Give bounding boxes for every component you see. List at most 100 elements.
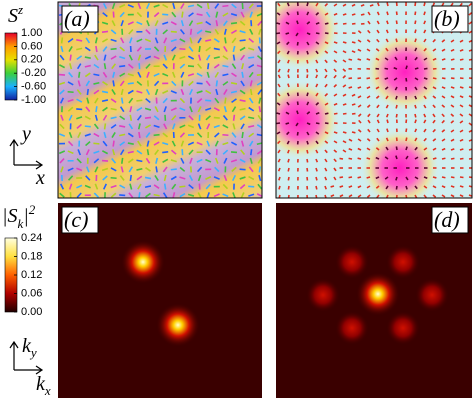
spin bbox=[441, 86, 446, 90]
spin bbox=[59, 54, 65, 61]
spin bbox=[459, 138, 464, 142]
peak bbox=[121, 240, 165, 284]
spin bbox=[69, 63, 73, 70]
spin bbox=[450, 48, 455, 52]
spin bbox=[333, 93, 338, 97]
spin bbox=[257, 114, 262, 121]
spin bbox=[162, 141, 169, 146]
spin bbox=[423, 147, 428, 151]
spin bbox=[357, 58, 362, 61]
symbol: k bbox=[36, 373, 46, 395]
spin bbox=[181, 11, 184, 18]
colorbar-tick-label: -0.20 bbox=[21, 67, 46, 79]
spin bbox=[179, 166, 186, 172]
spin bbox=[196, 29, 203, 35]
spin bbox=[232, 192, 236, 198]
spin bbox=[441, 147, 446, 151]
spin bbox=[306, 21, 311, 25]
spin bbox=[94, 114, 98, 121]
spin bbox=[248, 193, 255, 197]
spin bbox=[162, 3, 169, 9]
spin bbox=[276, 22, 281, 25]
spin bbox=[277, 140, 281, 145]
spin bbox=[76, 116, 83, 120]
spin bbox=[357, 86, 362, 89]
spin bbox=[213, 124, 220, 129]
spin bbox=[423, 95, 427, 100]
spin bbox=[241, 140, 245, 147]
spin bbox=[376, 119, 380, 124]
spin bbox=[277, 74, 281, 79]
spin bbox=[432, 77, 437, 80]
spin bbox=[188, 115, 194, 121]
spin bbox=[248, 47, 255, 51]
spin bbox=[58, 81, 66, 86]
spin bbox=[128, 166, 134, 173]
spin bbox=[101, 30, 109, 33]
spin bbox=[342, 149, 347, 153]
spin bbox=[119, 11, 125, 18]
spin bbox=[231, 72, 237, 78]
spin bbox=[127, 158, 134, 164]
spin bbox=[76, 89, 82, 95]
spin bbox=[296, 20, 299, 25]
spin bbox=[468, 113, 472, 117]
spin bbox=[94, 166, 99, 173]
spin bbox=[146, 140, 150, 147]
spin bbox=[295, 122, 299, 127]
spin bbox=[136, 175, 143, 181]
spin bbox=[423, 86, 428, 90]
spin bbox=[128, 123, 134, 130]
spin bbox=[76, 108, 83, 111]
spin bbox=[137, 183, 142, 190]
spin bbox=[248, 3, 254, 9]
spin bbox=[170, 21, 177, 26]
spin bbox=[179, 47, 186, 51]
panel-a bbox=[58, 2, 262, 198]
spin bbox=[393, 67, 398, 70]
superscript: 2 bbox=[29, 202, 36, 217]
peak bbox=[156, 303, 200, 347]
spin bbox=[214, 71, 220, 78]
spin bbox=[239, 30, 246, 34]
spin bbox=[171, 115, 177, 121]
spin bbox=[357, 48, 362, 52]
spin bbox=[111, 157, 117, 164]
spin bbox=[145, 88, 151, 96]
spin bbox=[432, 86, 437, 90]
spin bbox=[137, 2, 142, 10]
spin bbox=[101, 167, 109, 172]
spin bbox=[333, 74, 337, 79]
spin bbox=[248, 106, 255, 112]
spin bbox=[395, 146, 398, 151]
spin bbox=[405, 65, 408, 70]
spin bbox=[450, 176, 455, 179]
spin bbox=[414, 128, 418, 133]
spin bbox=[119, 133, 126, 137]
spin bbox=[277, 59, 281, 64]
panel-c bbox=[58, 203, 262, 398]
spin bbox=[324, 22, 329, 25]
spin bbox=[386, 128, 389, 133]
spin bbox=[145, 192, 151, 198]
spin bbox=[222, 183, 229, 190]
spin bbox=[120, 97, 124, 104]
spin bbox=[376, 137, 380, 142]
spin bbox=[67, 140, 74, 147]
spin bbox=[348, 58, 353, 61]
spin bbox=[366, 194, 371, 198]
spin bbox=[414, 119, 417, 124]
spin bbox=[103, 63, 107, 70]
spin bbox=[276, 41, 281, 45]
spin bbox=[423, 20, 427, 25]
spin bbox=[315, 176, 318, 181]
spin bbox=[76, 47, 83, 51]
peak bbox=[356, 272, 400, 316]
spin bbox=[144, 107, 152, 111]
spin bbox=[248, 56, 255, 59]
spin bbox=[324, 140, 329, 144]
spin bbox=[170, 30, 177, 33]
spin bbox=[84, 46, 91, 52]
panel-background bbox=[58, 203, 262, 398]
spin bbox=[375, 77, 380, 80]
